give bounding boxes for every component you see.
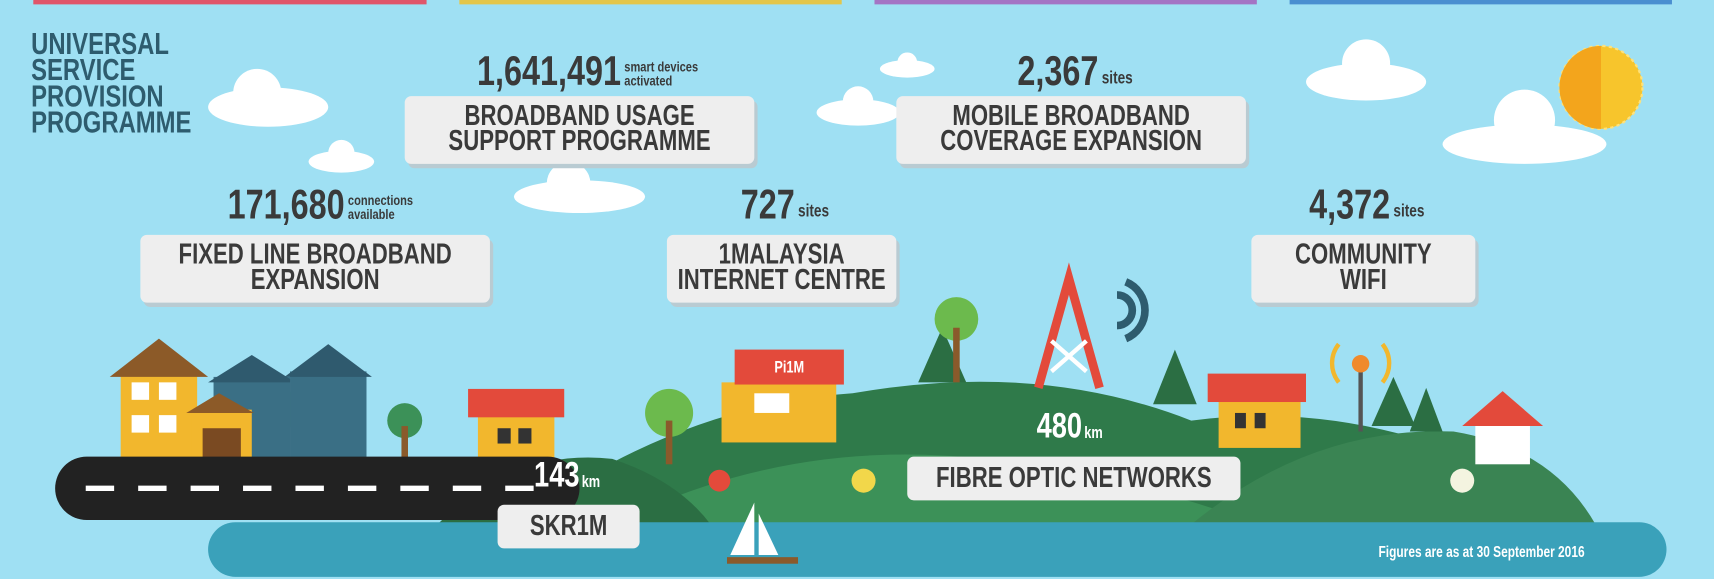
programme-unit: available [348,206,395,223]
programme-box [140,234,490,303]
network-box [497,504,640,549]
programme-name: COVERAGE EXPANSION [940,126,1202,157]
network-unit: km [582,474,600,492]
programme-value: 171,680 [228,181,345,228]
programme-name: EXPANSION [251,264,380,295]
title-line: UNIVERSAL [31,26,169,61]
footnote: Figures are as at 30 September 2016 [1379,543,1585,560]
network-box [907,456,1241,501]
tower [1034,262,1149,389]
network-name: FIBRE OPTIC NETWORKS [936,463,1212,494]
tab-strip [33,0,427,5]
network-value: 480 [1037,406,1082,445]
programme-name: 1MALAYSIA [719,239,845,270]
title-line: PROGRAMME [31,105,191,140]
title-line: SERVICE [31,52,135,87]
programme-name: SUPPORT PROGRAMME [448,126,710,157]
programme-box [404,96,755,164]
network-name: SKR1M [530,511,608,542]
sign: Pi1M [774,359,804,377]
programme-value: 727 [741,181,795,228]
programme-unit: sites [798,202,829,221]
programme-unit: activated [624,72,672,89]
programme-unit: sites [1393,202,1424,221]
programme-unit: connections [348,191,413,208]
boat [726,502,799,564]
programme-unit: smart devices [624,58,698,75]
tab-strip [1289,0,1672,5]
programme-box [666,234,897,303]
programme-unit: sites [1102,69,1133,88]
title-line: PROVISION [31,79,164,114]
flowers [708,468,1475,493]
sun [1558,44,1644,131]
programme-name: FIXED LINE BROADBAND [179,239,452,270]
tab-strip [874,0,1257,5]
houses [109,338,1544,465]
programme-name: COMMUNITY [1295,239,1432,270]
programme-box [1251,234,1476,303]
programme-value: 1,641,491 [477,47,621,94]
network-unit: km [1084,425,1102,443]
programme-name: INTERNET CENTRE [678,264,886,295]
tab-strip [459,0,842,5]
road [55,456,580,521]
programme-box [896,96,1246,164]
programme-name: BROADBAND USAGE [464,100,694,131]
clouds [208,39,1607,214]
programme-value: 2,367 [1017,47,1098,94]
wifi-pole [1329,342,1392,432]
programme-value: 4,372 [1309,181,1390,228]
programme-name: MOBILE BROADBAND [952,100,1190,131]
network-value: 143 [534,455,579,494]
programme-name: WIFI [1340,264,1387,295]
